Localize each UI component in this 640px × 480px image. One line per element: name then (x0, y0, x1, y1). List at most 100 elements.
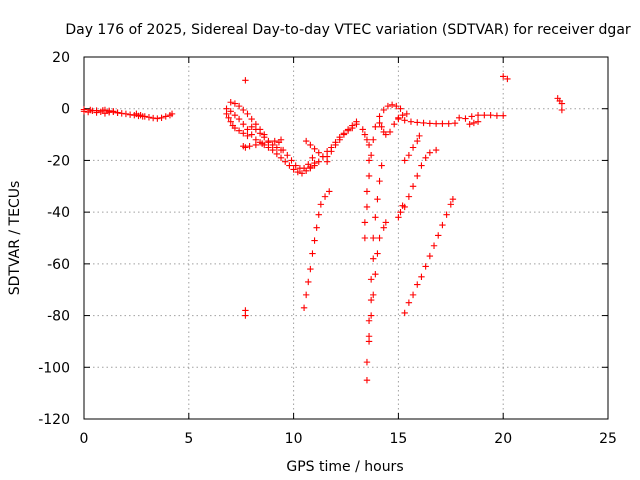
series-arc-6.8-8 (223, 110, 251, 140)
data-point (227, 108, 234, 115)
x-tick-label: 15 (389, 431, 407, 447)
plot-frame (83, 56, 609, 420)
data-point (279, 146, 287, 154)
data-point (447, 201, 454, 208)
data-point (252, 141, 260, 149)
data-point (317, 201, 325, 208)
data-point (231, 124, 239, 132)
data-point (380, 106, 387, 114)
data-point (105, 108, 113, 115)
data-point (466, 121, 473, 128)
series-vert-13.6-14.4 (365, 219, 390, 340)
data-point (405, 152, 413, 159)
data-point (370, 291, 377, 299)
data-point (344, 126, 352, 133)
data-point (258, 140, 266, 147)
data-point (309, 154, 316, 162)
x-tick-label: 5 (184, 431, 193, 447)
data-point (300, 164, 308, 172)
data-point (261, 133, 268, 141)
data-point (315, 149, 322, 156)
x-tick-label: 20 (494, 431, 512, 447)
data-point (432, 146, 440, 154)
data-point (418, 273, 425, 280)
data-point (414, 172, 421, 180)
data-point (386, 128, 394, 136)
data-point (409, 291, 417, 299)
data-point (474, 111, 482, 119)
data-point (302, 137, 310, 145)
data-point (407, 118, 415, 125)
series-arc-14-15.5 (376, 110, 410, 138)
data-point (487, 111, 494, 119)
data-point (114, 109, 121, 116)
data-point (374, 250, 381, 257)
data-point (367, 312, 375, 319)
data-point (80, 106, 88, 113)
data-point (328, 148, 335, 155)
data-point (397, 105, 404, 112)
y-tick-label: -100 (38, 360, 70, 376)
data-point (332, 141, 339, 149)
data-point (307, 141, 314, 149)
y-tick-label: -120 (38, 412, 70, 428)
series-arc-8-9.5 (248, 123, 285, 154)
data-point (137, 111, 144, 119)
data-point (309, 250, 316, 257)
data-point (365, 157, 373, 164)
data-point (133, 110, 140, 118)
data-point (336, 136, 343, 143)
series-short-13.4-13.8 (359, 126, 373, 149)
data-point (284, 152, 291, 159)
series-fall-10.6-12 (302, 137, 331, 165)
x-tick-label: 10 (285, 431, 303, 447)
data-point (300, 304, 308, 312)
data-point (414, 281, 421, 288)
data-point (435, 232, 442, 239)
x-tick-label: 25 (599, 431, 617, 447)
x-tick-label: 0 (80, 431, 89, 447)
data-point (500, 112, 507, 119)
series-rise-11.5-13 (323, 118, 360, 160)
data-point (395, 214, 402, 221)
series-short-15-15.2 (395, 202, 406, 221)
data-point (378, 162, 385, 169)
y-tick-label: -60 (47, 257, 70, 273)
data-point (168, 110, 176, 118)
chart-title: Day 176 of 2025, Sidereal Day-to-day VTE… (65, 22, 631, 38)
data-point (370, 234, 377, 242)
series-hump-13.7-15 (367, 101, 404, 159)
data-point (372, 271, 379, 278)
data-point (363, 377, 371, 384)
data-point (154, 115, 161, 122)
y-tick-label: 0 (61, 102, 70, 118)
series-diag-15.3-17.6 (401, 196, 457, 317)
data-point (269, 141, 276, 149)
data-point (246, 143, 253, 150)
data-point (340, 131, 348, 138)
data-point (359, 126, 366, 133)
data-point (451, 119, 459, 127)
data-point (401, 117, 408, 124)
data-point (481, 111, 488, 119)
data-point (445, 120, 452, 127)
data-point (240, 121, 247, 128)
data-point (363, 358, 371, 366)
data-point (244, 132, 251, 140)
data-point (248, 131, 255, 138)
data-point (504, 75, 511, 83)
data-point (397, 208, 404, 216)
data-point (462, 115, 469, 122)
data-point (99, 107, 107, 114)
y-tick-label: 20 (52, 50, 70, 66)
data-point (432, 120, 440, 127)
data-points (80, 73, 566, 384)
data-point (242, 144, 249, 151)
data-point (426, 120, 434, 127)
data-point (470, 119, 478, 127)
data-point (292, 162, 299, 169)
data-point (275, 139, 283, 146)
data-point (321, 193, 329, 200)
y-tick-label: -80 (47, 309, 70, 325)
